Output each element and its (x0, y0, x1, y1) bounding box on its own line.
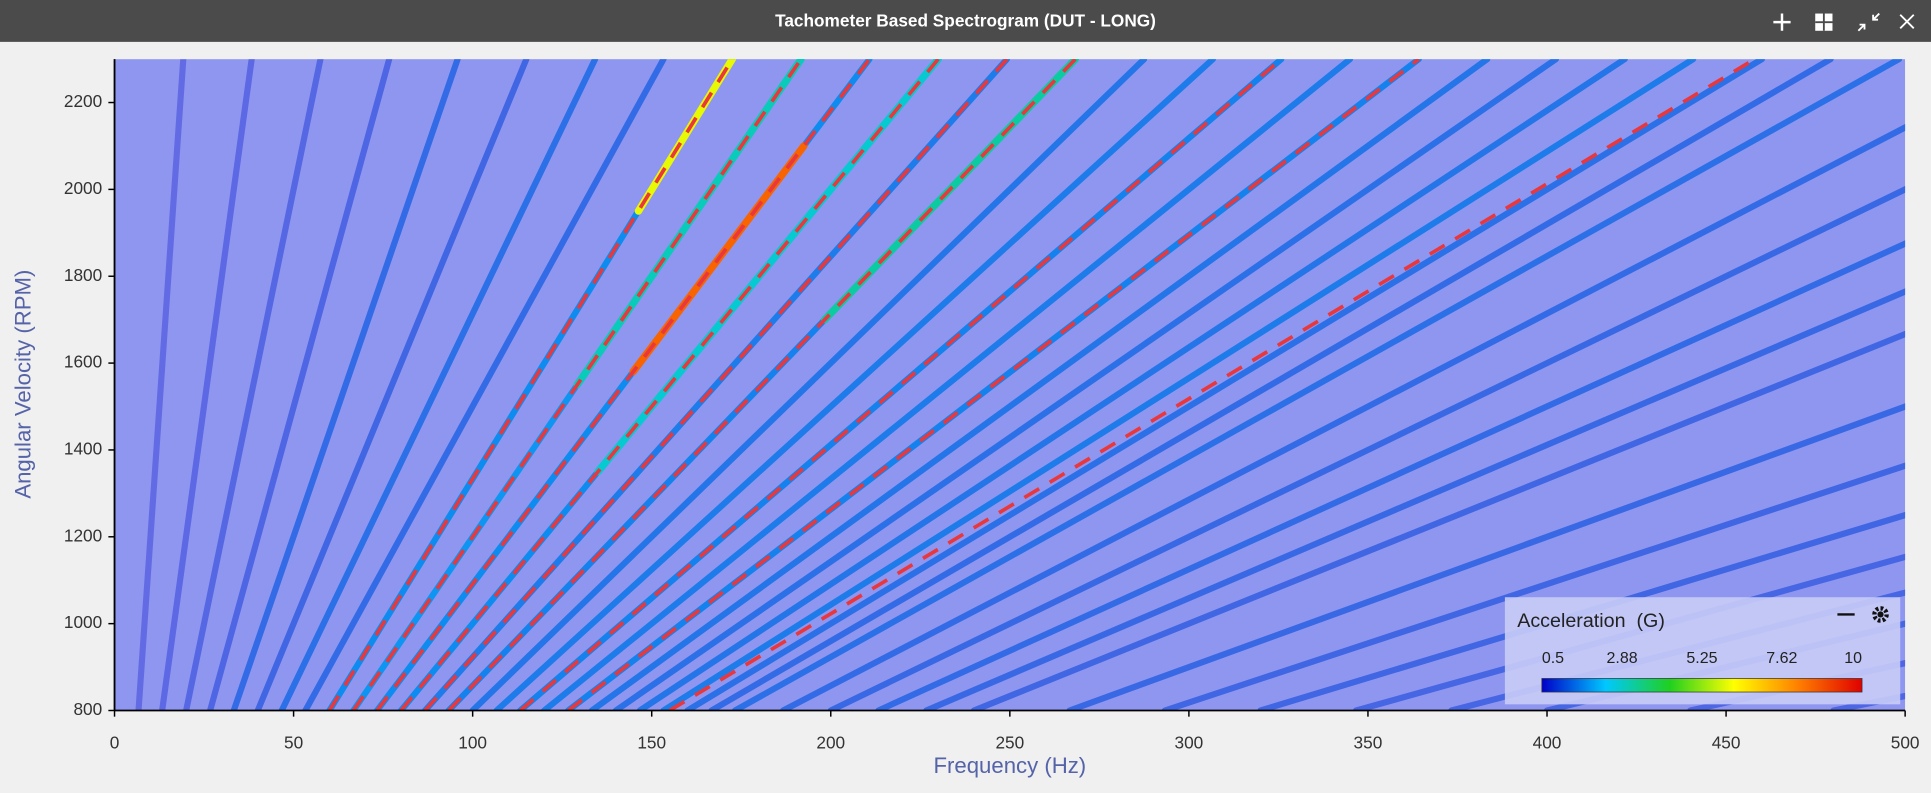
order-band (183, 59, 324, 711)
order-band (660, 59, 1697, 711)
y-tick-label: 1000 (64, 612, 102, 632)
x-tick-label: 200 (816, 732, 845, 752)
x-tick-label: 450 (1712, 732, 1741, 752)
order-band (684, 59, 1765, 711)
order-band (1066, 403, 1906, 711)
colorbar-tick-label: 0.5 (1542, 650, 1564, 667)
layout-button[interactable] (1815, 13, 1833, 31)
colorbar-tick-label: 7.62 (1766, 650, 1797, 667)
y-tick-label: 800 (73, 699, 102, 719)
order-track (519, 59, 1283, 711)
order-band (230, 59, 461, 711)
order-band (780, 123, 1906, 711)
colorbar (1541, 678, 1863, 693)
order-band (493, 59, 1216, 711)
colorbar-legend: Acceleration (G) 0.5 2.88 5.25 7.62 10 (1504, 597, 1901, 705)
order-band (827, 185, 1906, 711)
order-band (159, 59, 255, 711)
order-band (135, 59, 187, 711)
order-band (254, 59, 530, 711)
y-axis-title: Angular Velocity (RPM) (10, 270, 35, 499)
title-bar (0, 0, 1931, 42)
colorbar-tick-label: 2.88 (1606, 650, 1637, 667)
order-band (923, 288, 1906, 711)
y-tick-label: 1200 (64, 525, 102, 545)
x-tick-label: 0 (110, 732, 120, 752)
y-tick-label: 2200 (64, 91, 102, 111)
order-track (567, 59, 1420, 711)
order-band (278, 59, 599, 711)
order-track (375, 59, 871, 711)
close-button[interactable] (1899, 14, 1915, 29)
order-track (327, 59, 734, 711)
colorbar-tick-label: 10 (1844, 650, 1862, 667)
order-band (421, 59, 1011, 711)
order-track (399, 59, 940, 711)
order-band (875, 240, 1906, 711)
add-button[interactable] (1773, 13, 1791, 31)
axes (108, 59, 1906, 717)
order-band (732, 59, 1903, 711)
plot-area (114, 59, 1906, 711)
window-title: Tachometer Based Spectrogram (DUT - LONG… (775, 11, 1156, 31)
x-tick-label: 500 (1891, 732, 1920, 752)
colorbar-title: Acceleration (G) (1517, 610, 1665, 632)
order-band (588, 59, 1491, 711)
order-track (351, 59, 803, 711)
order-track (668, 59, 1756, 711)
order-band (612, 59, 1560, 711)
order-band (302, 59, 667, 711)
order-band (636, 59, 1628, 711)
order-track (447, 59, 1077, 711)
x-tick-label: 250 (995, 732, 1024, 752)
order-band (469, 59, 1148, 711)
y-tick-label: 1800 (64, 265, 102, 285)
order-band (1161, 462, 1906, 711)
order-band (708, 59, 1834, 711)
x-tick-label: 350 (1354, 732, 1383, 752)
hot-segment (634, 59, 736, 215)
x-axis-title: Frequency (Hz) (933, 753, 1086, 778)
x-tick-label: 400 (1533, 732, 1562, 752)
order-band (207, 59, 393, 711)
order-band (541, 59, 1354, 711)
x-tick-label: 100 (458, 732, 487, 752)
y-tick-label: 1600 (64, 352, 102, 372)
y-tick-label: 2000 (64, 178, 102, 198)
x-tick-label: 300 (1175, 732, 1204, 752)
y-tick-label: 1400 (64, 438, 102, 458)
colorbar-tick-label: 5.25 (1686, 650, 1717, 667)
order-band (970, 330, 1906, 711)
x-tick-label: 50 (284, 732, 303, 752)
x-tick-label: 150 (637, 732, 666, 752)
collapse-button[interactable] (1857, 12, 1880, 32)
